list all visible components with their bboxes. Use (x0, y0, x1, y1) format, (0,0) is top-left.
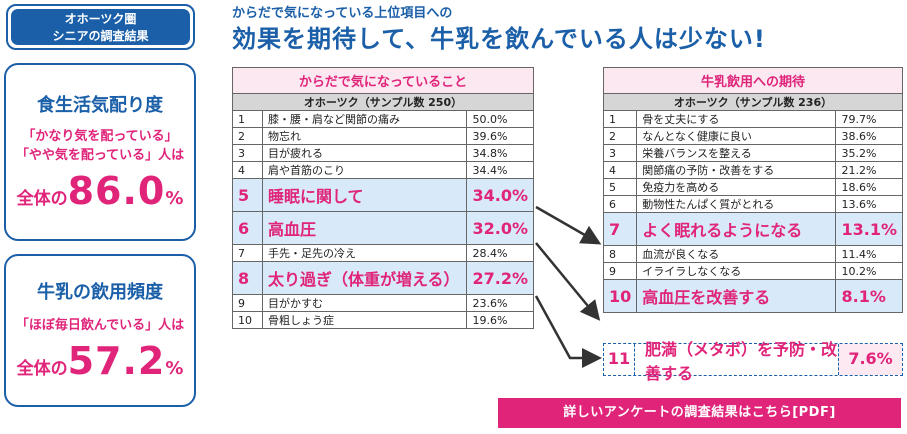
survey-tag-line2: シニアの調査結果 (52, 29, 149, 43)
diet-awareness-value: 86.0 (67, 169, 166, 213)
body-concerns-row-label: 骨粗しょう症 (261, 311, 468, 329)
milk-expectations-row: 6 動物性たんぱく質がとれる 13.6% (602, 195, 903, 213)
body-concerns-row: 9 目がかすむ 23.6% (232, 294, 534, 312)
milk-frequency-value: 57.2 (67, 339, 166, 383)
milk-expectations-row-value: 8.1% (835, 279, 903, 313)
body-concerns-row-label: 膝・腰・肩など関節の痛み (261, 110, 468, 128)
diet-awareness-title: 食生活気配り度 (37, 95, 163, 116)
pdf-results-button[interactable]: 詳しいアンケートの調査結果はこちら[PDF] (498, 398, 901, 428)
body-concerns-row-label: 高血圧 (261, 211, 468, 245)
body-concerns-row: 2 物忘れ 39.6% (232, 127, 534, 145)
milk-expectations-row: 8 血流が良くなる 11.4% (602, 245, 903, 263)
arrow-obesity (534, 295, 602, 368)
milk-expectations-row-value: 13.6% (835, 195, 903, 213)
milk-expectations-row-label: 栄養バランスを整える (636, 144, 837, 162)
milk-expectations-row-label: 高血圧を改善する (636, 279, 837, 313)
milk-expectations-title: 牛乳飲用への期待 (603, 67, 903, 94)
body-concerns-row-label: 睡眠に関して (261, 178, 468, 212)
body-concerns-row-value: 32.0% (466, 211, 534, 245)
milk-expectations-extra-row: 11 肥満（メタボ）を予防・改善する 7.6% (603, 340, 903, 383)
milk-expectations-row: 7 よく眠れるようになる 13.1% (602, 212, 903, 246)
milk-expectations-row: 10 高血圧を改善する 8.1% (602, 279, 903, 313)
body-concerns-row: 8 太り過ぎ（体重が増える） 27.2% (232, 261, 534, 295)
milk-expectations-row: 4 関節痛の予防・改善をする 21.2% (602, 161, 903, 179)
body-concerns-row-value: 23.6% (466, 294, 534, 312)
body-concerns-row-value: 39.6% (466, 127, 534, 145)
extra-row-label: 肥満（メタボ）を予防・改善する (645, 339, 838, 383)
arrow-blood-pressure (535, 242, 601, 321)
body-concerns-row-label: 太り過ぎ（体重が増える） (261, 261, 468, 295)
diet-awareness-prefix: 全体の (16, 189, 68, 209)
body-concerns-row-value: 50.0% (466, 110, 534, 128)
milk-expectations-row-value: 35.2% (835, 144, 903, 162)
body-concerns-row-label: 物忘れ (261, 127, 468, 145)
milk-frequency-card: 牛乳の飲用頻度 「ほぼ毎日飲んでいる」人は 全体の57.2% (4, 254, 196, 407)
survey-tag-label: オホーツク圏 シニアの調査結果 (11, 9, 190, 45)
milk-expectations-row-value: 13.1% (835, 212, 903, 246)
milk-expectations-row-value: 11.4% (835, 245, 903, 263)
milk-frequency-title: 牛乳の飲用頻度 (37, 282, 163, 303)
milk-expectations-row-label: 血流が良くなる (636, 245, 837, 263)
body-concerns-title: からだで気になっていること (232, 67, 534, 94)
body-concerns-row-value: 34.4% (466, 161, 534, 179)
body-concerns-row: 5 睡眠に関して 34.0% (232, 178, 534, 212)
milk-frequency-unit: % (165, 358, 184, 379)
diet-awareness-line2: 「やや気を配っている」人は (15, 148, 185, 163)
diet-awareness-card: 食生活気配り度 「かなり気を配っている」 「やや気を配っている」人は 全体の86… (4, 63, 196, 241)
milk-expectations-row-label: よく眠れるようになる (636, 212, 837, 246)
milk-frequency-prefix: 全体の (16, 359, 68, 379)
survey-tag: オホーツク圏 シニアの調査結果 (6, 4, 195, 50)
milk-expectations-table: 牛乳飲用への期待 オホーツク（サンプル数 236） 1 骨を丈夫にする 79.7% 2… (602, 67, 903, 313)
page-title: 効果を期待して、牛乳を飲んでいる人は少ない! (232, 25, 766, 53)
milk-expectations-row-num: 7 (602, 212, 638, 246)
milk-expectations-row-value: 21.2% (835, 161, 903, 179)
page-subtitle: からだで気になっている上位項目への (232, 6, 453, 21)
body-concerns-row-num: 10 (232, 311, 263, 329)
milk-expectations-row-num: 10 (602, 279, 638, 313)
milk-expectations-row-label: 関節痛の予防・改善をする (636, 161, 837, 179)
body-concerns-row-num: 5 (232, 178, 263, 212)
extra-row-value: 7.6% (838, 344, 902, 375)
body-concerns-row-value: 27.2% (466, 261, 534, 295)
body-concerns-row-value: 19.6% (466, 311, 534, 329)
milk-expectations-row: 3 栄養バランスを整える 35.2% (602, 144, 903, 162)
body-concerns-row: 10 骨粗しょう症 19.6% (232, 311, 534, 329)
body-concerns-row: 1 膝・腰・肩など関節の痛み 50.0% (232, 110, 534, 128)
body-concerns-subheader: オホーツク（サンプル数 250） (232, 93, 534, 111)
body-concerns-row: 7 手先・足先の冷え 28.4% (232, 244, 534, 262)
survey-tag-line1: オホーツク圏 (64, 12, 137, 26)
body-concerns-row-value: 34.0% (466, 178, 534, 212)
diet-awareness-result: 全体の86.0% (6, 169, 194, 213)
milk-expectations-row-value: 38.6% (835, 127, 903, 145)
arrow-sleep (535, 205, 602, 245)
diet-awareness-unit: % (165, 188, 184, 209)
body-concerns-row: 6 高血圧 32.0% (232, 211, 534, 245)
body-concerns-row-label: 手先・足先の冷え (261, 244, 468, 262)
body-concerns-table: からだで気になっていること オホーツク（サンプル数 250） 1 膝・腰・肩など関… (232, 67, 534, 329)
extra-row-rank: 11 (604, 344, 635, 375)
diet-awareness-line1: 「かなり気を配っている」 (22, 129, 178, 144)
milk-frequency-result: 全体の57.2% (6, 339, 194, 383)
body-concerns-row-value: 28.4% (466, 244, 534, 262)
milk-frequency-line1: 「ほぼ毎日飲んでいる」人は (15, 318, 185, 333)
